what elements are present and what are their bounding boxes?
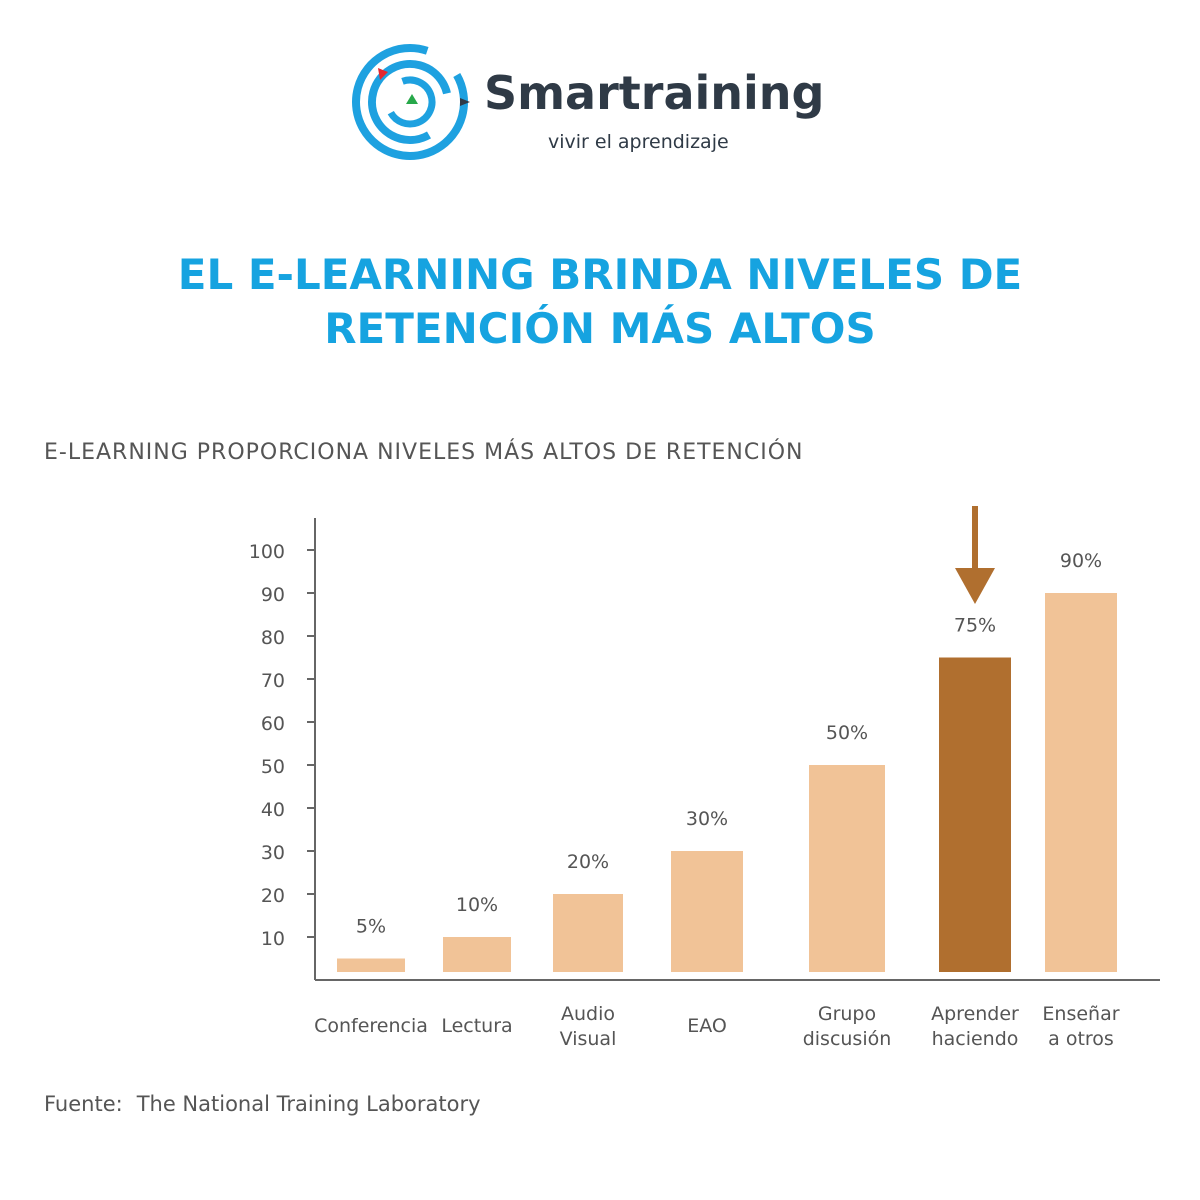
bar: [809, 765, 885, 972]
x-tick-label: Visual: [560, 1028, 617, 1050]
source-label: Fuente:: [44, 1092, 123, 1116]
headline-line-2: RETENCIÓN MÁS ALTOS: [324, 304, 876, 353]
bar-data-label: 30%: [686, 808, 728, 830]
y-tick-label: 10: [261, 928, 285, 950]
x-tick-label: Lectura: [441, 1015, 512, 1037]
logo-icon: [352, 44, 470, 160]
headline-line-1: EL E-LEARNING BRINDA NIVELES DE: [177, 250, 1023, 299]
y-tick-label: 20: [261, 885, 285, 907]
bar-data-label: 50%: [826, 722, 868, 744]
bar-data-label: 20%: [567, 851, 609, 873]
x-tick-label: Aprender: [931, 1003, 1019, 1025]
brand-tagline: vivir el aprendizaje: [548, 131, 729, 153]
y-tick-label: 100: [249, 541, 285, 563]
y-tick-label: 50: [261, 756, 285, 778]
y-tick-label: 30: [261, 842, 285, 864]
bar: [1045, 593, 1117, 972]
x-tick-label: haciendo: [932, 1028, 1019, 1050]
bar: [553, 894, 623, 972]
x-tick-label: Audio: [561, 1003, 615, 1025]
x-tick-label: Grupo: [818, 1003, 876, 1025]
bar: [939, 657, 1011, 972]
retention-bar-chart: 10 20 30 40 50 60 70 80 90 100 5% Conferencia 10% Lec…: [249, 506, 1160, 1050]
y-tick-label: 70: [261, 670, 285, 692]
source-note: Fuente: The National Training Laboratory: [44, 1092, 481, 1116]
x-tick-label: a otros: [1048, 1028, 1114, 1050]
x-tick-label: discusión: [803, 1028, 892, 1050]
page-headline: EL E-LEARNING BRINDA NIVELES DE RETENCIÓ…: [0, 248, 1200, 356]
y-tick-label: 40: [261, 799, 285, 821]
bar-data-label: 90%: [1060, 550, 1102, 572]
bar-data-label: 10%: [456, 894, 498, 916]
arrow-down-icon-shaft: [972, 506, 978, 572]
y-tick-label: 90: [261, 584, 285, 606]
brand-name: Smartraining: [484, 66, 825, 120]
y-tick-label: 60: [261, 713, 285, 735]
x-tick-label: Conferencia: [314, 1015, 428, 1037]
bar: [443, 937, 511, 972]
chart-title: E-LEARNING PROPORCIONA NIVELES MÁS ALTOS…: [44, 440, 804, 465]
y-tick-label: 80: [261, 627, 285, 649]
bar: [671, 851, 743, 972]
bar-data-label: 5%: [356, 916, 386, 938]
arrow-down-icon: [955, 568, 995, 604]
bar: [337, 958, 405, 972]
x-tick-label: Enseñar: [1042, 1003, 1119, 1025]
source-text: The National Training Laboratory: [136, 1092, 481, 1116]
x-tick-label: EAO: [687, 1015, 727, 1037]
bar-data-label: 75%: [954, 615, 996, 637]
